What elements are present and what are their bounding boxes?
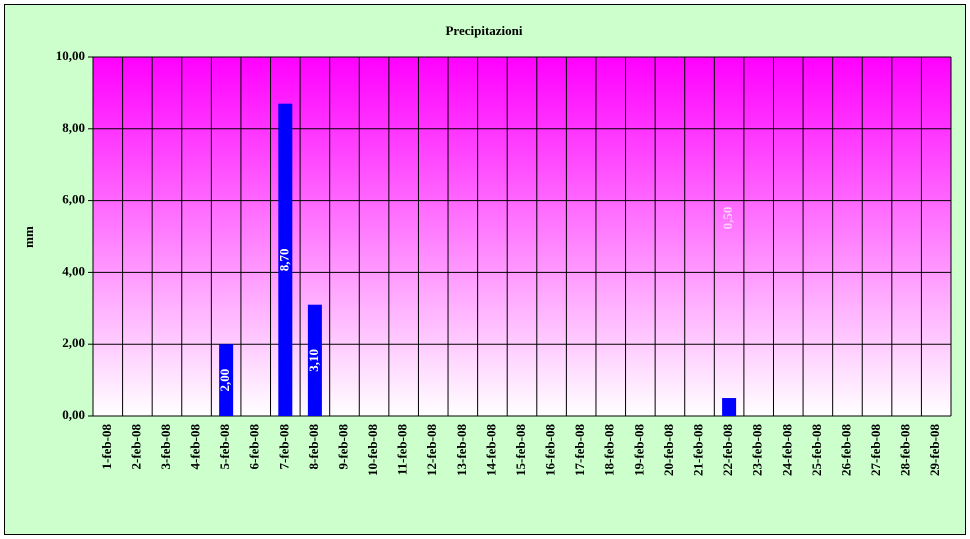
x-tick-label: 6-feb-08 [247,424,262,470]
x-tick-label: 11-feb-08 [395,424,410,476]
x-tick-label: 2-feb-08 [128,424,143,470]
x-tick-label: 23-feb-08 [750,424,765,476]
y-tick-label: 8,00 [62,120,85,135]
x-tick-label: 5-feb-08 [217,424,232,470]
x-tick-label: 15-feb-08 [513,424,528,476]
x-tick-label: 25-feb-08 [809,424,824,476]
bar [278,103,293,417]
x-tick-label: 24-feb-08 [779,424,794,476]
x-tick-label: 14-feb-08 [483,424,498,476]
data-label: 3,10 [306,349,321,372]
x-tick-label: 16-feb-08 [543,424,558,476]
x-tick-label: 13-feb-08 [454,424,469,476]
plot-area [93,57,951,416]
x-tick-label: 9-feb-08 [335,424,350,470]
x-tick-label: 3-feb-08 [158,424,173,470]
x-tick-label: 12-feb-08 [424,424,439,476]
y-tick-label: 4,00 [62,263,85,278]
y-tick-label: 6,00 [62,192,85,207]
bar [722,398,737,416]
x-tick-label: 8-feb-08 [306,424,321,470]
data-label: 0,50 [720,207,735,230]
x-tick-label: 18-feb-08 [602,424,617,476]
y-axis-label: mm [21,226,36,248]
x-tick-label: 21-feb-08 [691,424,706,476]
x-tick-label: 17-feb-08 [572,424,587,476]
x-tick-label: 20-feb-08 [661,424,676,476]
x-tick-label: 19-feb-08 [631,424,646,476]
bar [307,304,322,416]
x-tick-label: 26-feb-08 [838,424,853,476]
data-label: 8,70 [276,248,291,271]
y-tick-label: 2,00 [62,335,85,350]
x-tick-label: 7-feb-08 [276,424,291,470]
x-tick-label: 29-feb-08 [927,424,942,476]
data-label: 2,00 [217,369,232,392]
y-tick-label: 10,00 [56,48,85,63]
x-tick-label: 4-feb-08 [188,424,203,470]
chart-title: Precipitazioni [445,23,522,38]
bar [219,344,234,416]
x-tick-label: 22-feb-08 [720,424,735,476]
y-tick-label: 0,00 [62,407,85,422]
x-tick-label: 27-feb-08 [868,424,883,476]
x-tick-label: 28-feb-08 [898,424,913,476]
x-tick-label: 10-feb-08 [365,424,380,476]
x-tick-label: 1-feb-08 [99,424,114,470]
